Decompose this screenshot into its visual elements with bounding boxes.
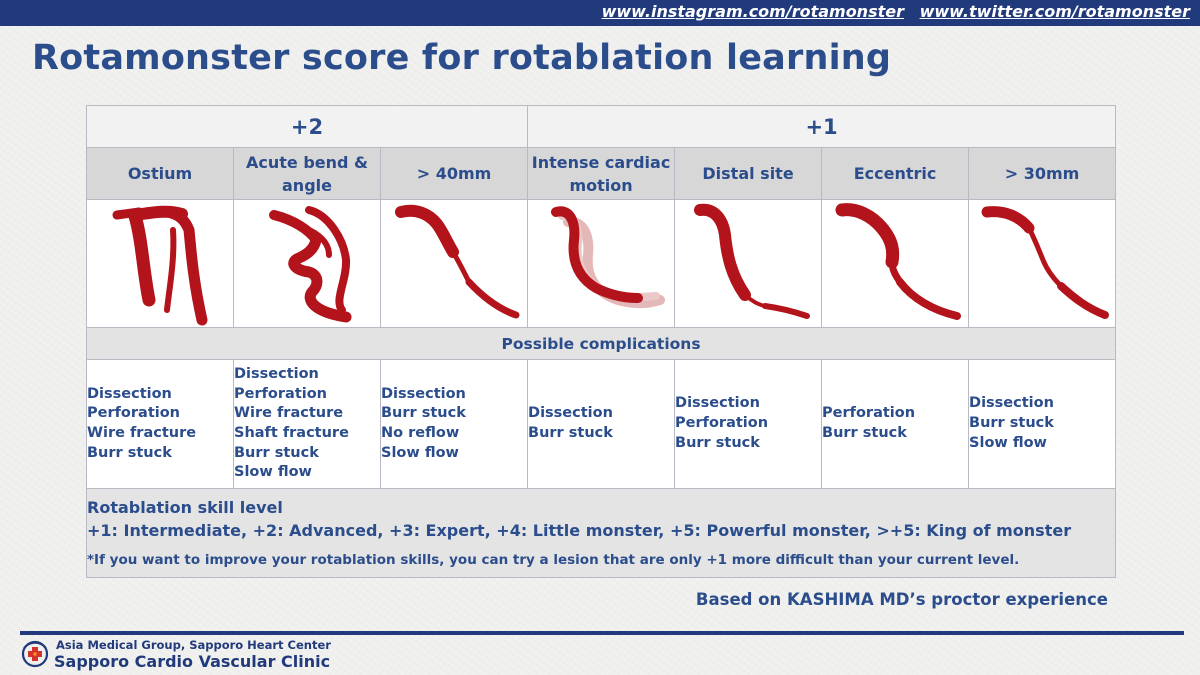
complications-ostium: Dissection Perforation Wire fracture Bur… bbox=[86, 359, 234, 489]
complications-acute-bend: Dissection Perforation Wire fracture Sha… bbox=[233, 359, 381, 489]
complication-item: Burr stuck bbox=[381, 405, 466, 422]
complication-item: Burr stuck bbox=[675, 434, 760, 451]
organization-name: Asia Medical Group, Sapporo Heart Center bbox=[56, 638, 331, 652]
complications-distal-site: Dissection Perforation Burr stuck bbox=[674, 359, 823, 489]
complication-item: Slow flow bbox=[381, 444, 459, 461]
twitter-link[interactable]: www.twitter.com/rotamonster bbox=[919, 2, 1190, 21]
complication-item: Perforation bbox=[822, 405, 916, 422]
category-header-ostium: Ostium bbox=[86, 147, 234, 200]
score-plus2-header: +2 bbox=[85, 105, 529, 148]
complications-eccentric: Perforation Burr stuck bbox=[821, 359, 970, 489]
eccentric-lesion-icon bbox=[835, 203, 962, 320]
ostium-lesion-icon bbox=[112, 205, 208, 326]
image-cell-ostium bbox=[86, 199, 234, 328]
acute-bend-lesion-icon bbox=[269, 206, 352, 323]
page-title: Rotamonster score for rotablation learni… bbox=[32, 38, 892, 78]
footer-divider bbox=[20, 631, 1184, 635]
instagram-link[interactable]: www.instagram.com/rotamonster bbox=[601, 2, 904, 21]
complication-item: Dissection bbox=[234, 365, 319, 382]
image-cell-distal-site bbox=[674, 199, 823, 328]
complications-over-30mm: Dissection Burr stuck Slow flow bbox=[968, 359, 1117, 489]
long-lesion-30mm-icon bbox=[981, 206, 1110, 319]
complication-item: No reflow bbox=[381, 425, 460, 441]
cardiac-motion-lesion-icon bbox=[551, 206, 666, 308]
skill-level-title: Rotablation skill level bbox=[87, 497, 283, 517]
skill-level-list: +1: Intermediate, +2: Advanced, +3: Expe… bbox=[87, 520, 1072, 540]
complication-item: Burr stuck bbox=[822, 425, 907, 441]
image-cell-over-30mm bbox=[968, 199, 1117, 328]
possible-complications-header: Possible complications bbox=[85, 327, 1117, 360]
based-on-caption: Based on KASHIMA MD’s proctor experience bbox=[695, 590, 1108, 609]
complication-item: Slow flow bbox=[234, 464, 312, 481]
image-cell-cardiac-motion bbox=[527, 199, 676, 328]
skill-level-panel: Rotablation skill level +1: Intermediate… bbox=[85, 488, 1117, 578]
score-table: +2 +1 Ostium Acute bend & angle > 40mm I… bbox=[85, 105, 1117, 578]
complication-item: Dissection bbox=[675, 395, 760, 412]
complication-item: Burr stuck bbox=[234, 444, 319, 461]
complication-item: Slow flow bbox=[969, 434, 1047, 451]
category-header-eccentric: Eccentric bbox=[821, 147, 970, 200]
category-header-cardiac-motion: Intense cardiac motion bbox=[527, 147, 676, 200]
category-header-acute-bend: Acute bend & angle bbox=[233, 147, 381, 200]
complication-item: Burr stuck bbox=[528, 425, 613, 441]
complications-cardiac-motion: Dissection Burr stuck bbox=[527, 359, 676, 489]
complication-item: Dissection bbox=[969, 395, 1054, 412]
social-links: www.instagram.com/rotamonster www.twitte… bbox=[592, 2, 1190, 21]
complication-item: Wire fracture bbox=[234, 405, 344, 422]
clinic-name: Sapporo Cardio Vascular Clinic bbox=[54, 652, 331, 671]
complication-item: Burr stuck bbox=[87, 444, 172, 461]
long-lesion-40mm-icon bbox=[395, 204, 520, 319]
category-header-distal-site: Distal site bbox=[674, 147, 823, 200]
complication-item: Burr stuck bbox=[969, 415, 1054, 432]
clinic-logo-icon bbox=[21, 640, 49, 668]
complication-item: Perforation bbox=[234, 385, 328, 402]
complication-item: Dissection bbox=[381, 385, 466, 402]
score-plus1-header: +1 bbox=[527, 105, 1117, 148]
image-cell-over-40mm bbox=[379, 199, 529, 328]
complication-item: Perforation bbox=[87, 405, 181, 422]
image-cell-acute-bend bbox=[233, 199, 381, 328]
category-header-over-30mm: > 30mm bbox=[968, 147, 1117, 200]
complication-item: Dissection bbox=[528, 405, 613, 422]
complication-item: Perforation bbox=[675, 415, 769, 432]
distal-lesion-icon bbox=[694, 203, 811, 319]
image-cell-eccentric bbox=[821, 199, 970, 328]
complications-over-40mm: Dissection Burr stuck No reflow Slow flo… bbox=[379, 359, 529, 489]
category-header-over-40mm: > 40mm bbox=[379, 147, 529, 200]
top-bar: www.instagram.com/rotamonster www.twitte… bbox=[0, 0, 1200, 26]
complication-item: Dissection bbox=[87, 385, 172, 402]
complication-item: Wire fracture bbox=[87, 425, 197, 441]
complication-item: Shaft fracture bbox=[234, 425, 349, 441]
skill-level-note: *If you want to improve your rotablation… bbox=[87, 551, 1020, 568]
